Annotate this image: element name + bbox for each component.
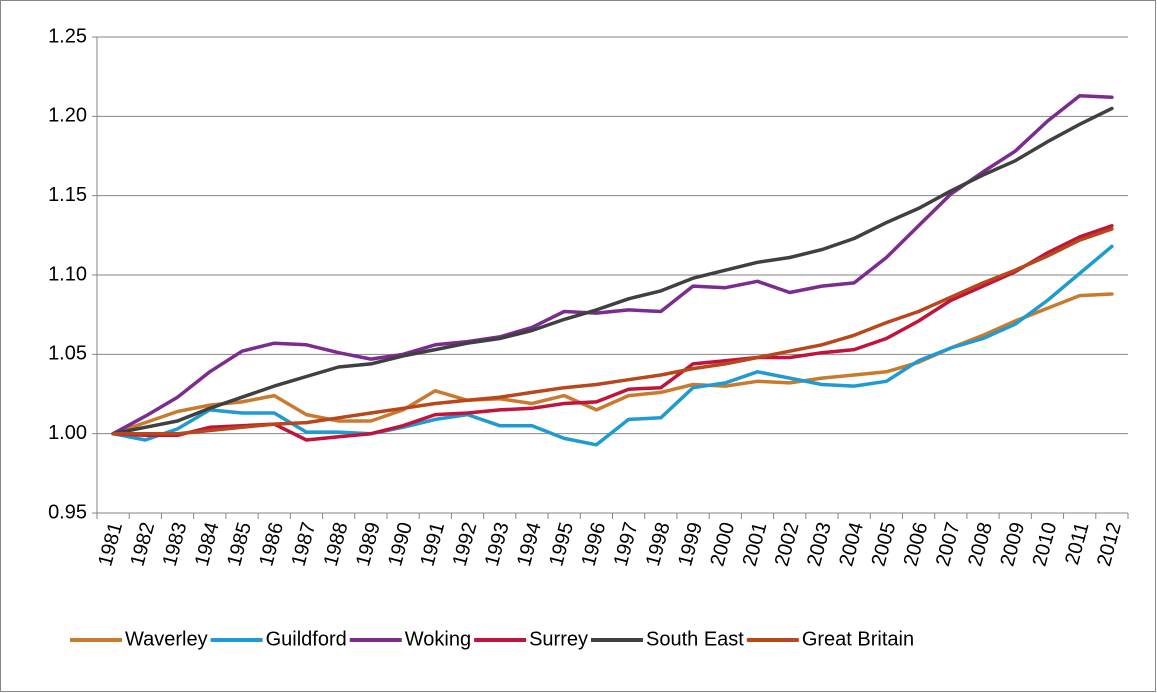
legend-label: Great Britain — [802, 628, 914, 650]
y-tick-label: 1.05 — [48, 343, 87, 365]
legend-label: Surrey — [529, 628, 588, 650]
legend-label: Waverley — [125, 628, 208, 650]
legend-label: Woking — [405, 628, 471, 650]
y-tick-label: 1.00 — [48, 422, 87, 444]
series-line — [111, 244, 1114, 447]
series-line — [111, 106, 1114, 436]
y-tick-label: 0.95 — [48, 501, 87, 523]
series-line — [111, 227, 1114, 436]
y-tick-label: 1.15 — [48, 184, 87, 206]
y-tick-label: 1.25 — [48, 25, 87, 47]
series-line — [111, 224, 1114, 442]
y-tick-label: 1.10 — [48, 263, 87, 285]
legend-label: South East — [646, 628, 744, 650]
series-line — [111, 93, 1114, 436]
y-tick-label: 1.20 — [48, 105, 87, 127]
legend-label: Guildford — [266, 628, 347, 650]
